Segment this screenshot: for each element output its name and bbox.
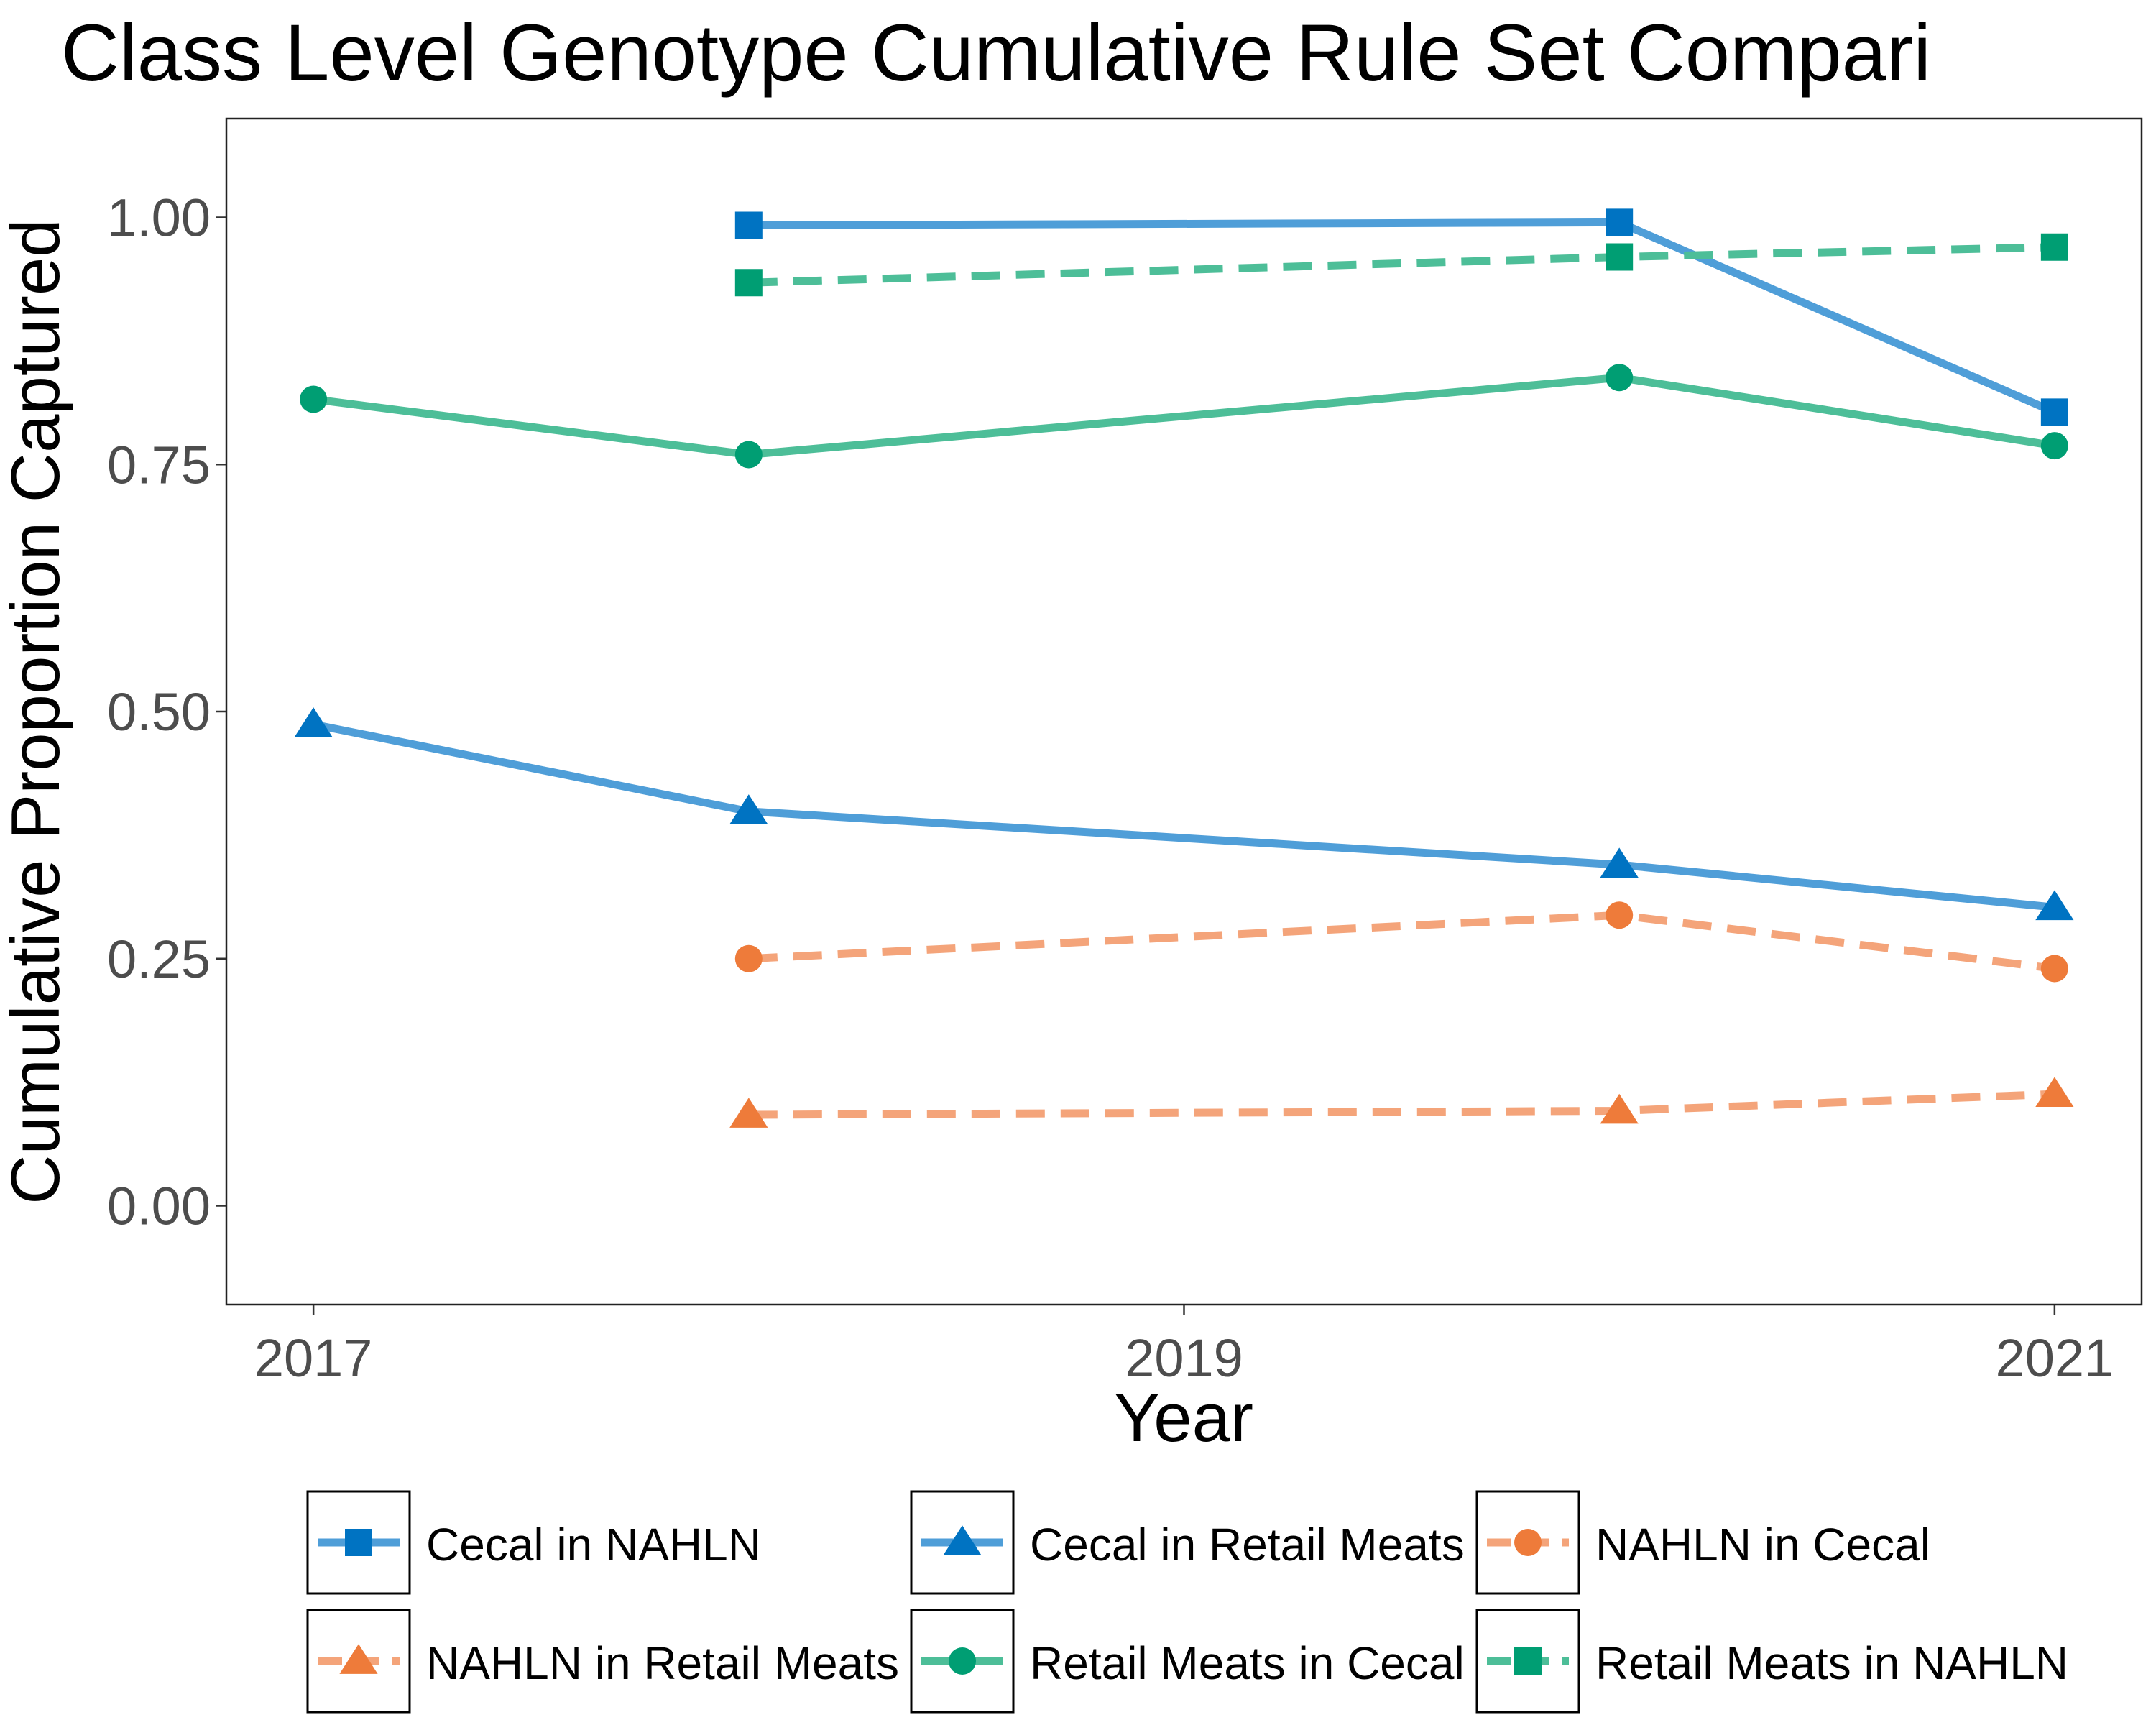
data-point xyxy=(2040,233,2068,261)
series-line xyxy=(313,720,2055,911)
data-point xyxy=(294,707,333,737)
data-point xyxy=(2035,1077,2074,1107)
series-line xyxy=(313,373,2055,459)
data-point xyxy=(734,441,763,469)
y-tick-label: 0.50 xyxy=(107,682,211,742)
data-point xyxy=(2040,398,2068,426)
data-point xyxy=(2040,954,2068,983)
legend-key-marker xyxy=(949,1647,976,1675)
data-point xyxy=(2040,432,2068,460)
data-point xyxy=(729,1098,768,1128)
legend-key-marker xyxy=(943,1525,982,1555)
legend-key-marker xyxy=(1514,1529,1542,1556)
data-point xyxy=(1606,901,1634,929)
data-point xyxy=(1606,243,1634,271)
legend-label: NAHLN in Retail Meats xyxy=(426,1637,899,1689)
x-tick-label: 2017 xyxy=(254,1328,373,1388)
legend-label: Retail Meats in Cecal xyxy=(1030,1637,1465,1689)
data-point xyxy=(734,211,763,239)
legend-label: NAHLN in Cecal xyxy=(1595,1519,1930,1570)
y-tick-label: 0.25 xyxy=(107,929,211,989)
data-point xyxy=(734,269,763,297)
legend: Cecal in NAHLN Cecal in Retail Meats NAHLN… xyxy=(306,1490,2068,1714)
data-point xyxy=(300,385,328,413)
chart-title: Class Level Genotype Cumulative Rule Set… xyxy=(61,8,1931,98)
x-axis-label: Year xyxy=(1114,1379,1253,1456)
x-tick-label: 2021 xyxy=(1996,1328,2114,1388)
data-point xyxy=(1600,847,1639,878)
series-layer xyxy=(294,208,2074,1128)
legend-label: Retail Meats in NAHLN xyxy=(1595,1637,2068,1689)
plot-panel xyxy=(225,117,2143,1306)
data-point xyxy=(729,794,768,824)
data-point xyxy=(1600,1093,1639,1124)
data-point xyxy=(734,944,763,972)
x-tick-label: 2019 xyxy=(1125,1328,1243,1388)
data-point xyxy=(1606,208,1634,236)
legend-key-marker xyxy=(345,1529,372,1556)
y-tick-label: 0.00 xyxy=(107,1177,211,1236)
data-point xyxy=(2035,890,2074,921)
legend-key-marker xyxy=(1514,1647,1542,1675)
y-tick-label: 1.00 xyxy=(107,188,211,248)
x-axis: 2017 2019 2021 xyxy=(254,1305,2114,1388)
legend-label: Cecal in Retail Meats xyxy=(1030,1519,1465,1570)
y-axis-label: Cumulative Proportion Captured xyxy=(0,218,74,1204)
y-tick-label: 0.75 xyxy=(107,435,211,494)
legend-key-marker xyxy=(339,1644,378,1674)
legend-label: Cecal in NAHLN xyxy=(426,1519,761,1570)
y-axis: 0.00 0.25 0.50 0.75 1.00 xyxy=(107,188,226,1236)
data-point xyxy=(1606,364,1634,392)
